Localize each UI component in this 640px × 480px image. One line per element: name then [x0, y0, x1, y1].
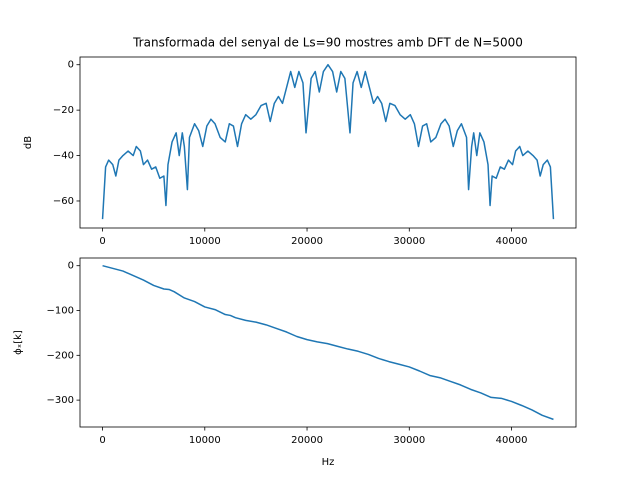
- x-tick-label: 10000: [189, 435, 221, 446]
- y-tick-label: −300: [47, 395, 74, 406]
- x-tick-label: 20000: [291, 435, 323, 446]
- y-tick-label: −200: [47, 350, 74, 361]
- y-tick-label: −60: [53, 196, 74, 207]
- axes-frame: [79, 257, 577, 428]
- y-axis-label: dB: [23, 136, 34, 149]
- y-tick-label: 0: [68, 60, 74, 71]
- y-tick-label: −20: [53, 105, 74, 116]
- x-tick-label: 40000: [496, 236, 528, 247]
- x-tick-label: 10000: [189, 236, 221, 247]
- x-tick-label: 40000: [496, 435, 528, 446]
- y-axis-label: ϕₓ[k]: [13, 330, 24, 355]
- chart-title: Transformada del senyal de Ls=90 mostres…: [132, 36, 523, 50]
- data-line: [102, 264, 554, 421]
- y-tick-label: 0: [68, 261, 74, 272]
- x-tick-label: 20000: [291, 236, 323, 247]
- x-tick-label: 0: [99, 435, 105, 446]
- axes-frame: [79, 56, 577, 229]
- data-line: [101, 63, 555, 220]
- x-tick-label: 30000: [393, 236, 425, 247]
- x-axis-label: Hz: [322, 457, 335, 468]
- x-tick-label: 0: [99, 236, 105, 247]
- x-tick-label: 30000: [393, 435, 425, 446]
- y-tick-label: −40: [53, 151, 74, 162]
- y-tick-label: −100: [47, 306, 74, 317]
